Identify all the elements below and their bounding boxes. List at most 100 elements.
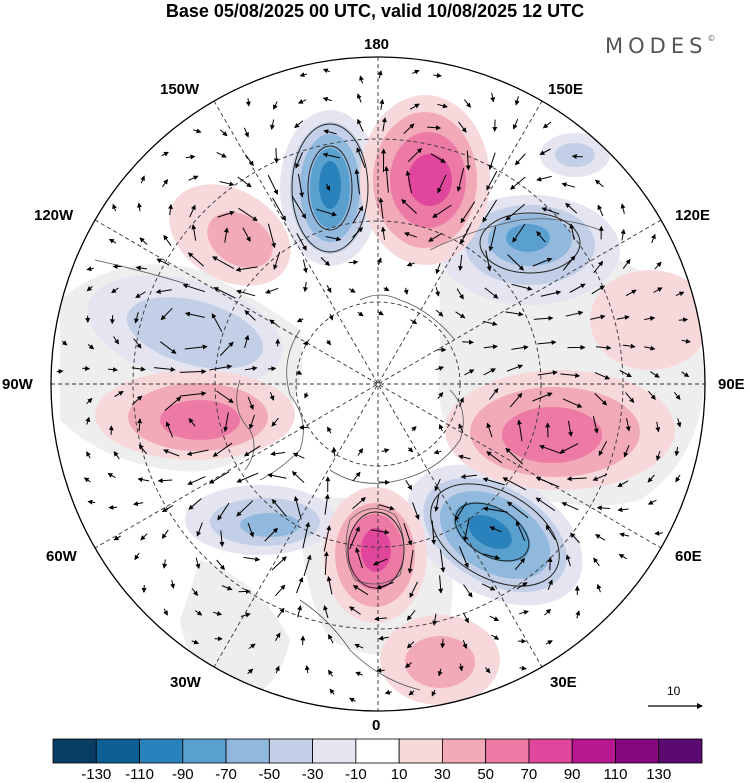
wind-vector xyxy=(506,501,529,519)
ridge-alaska xyxy=(169,184,291,286)
wind-vector xyxy=(542,121,552,129)
wind-vector xyxy=(296,233,307,251)
wind-vector xyxy=(409,581,418,599)
wind-vector xyxy=(302,281,308,293)
wind-vector xyxy=(208,471,230,484)
wind-vector xyxy=(296,317,304,323)
wind-vector xyxy=(430,153,446,163)
wind-vector xyxy=(299,72,308,78)
wind-vector xyxy=(376,581,394,590)
wind-vector xyxy=(432,204,452,218)
wind-vector xyxy=(292,452,305,459)
wind-vector xyxy=(460,474,477,480)
wind-vector xyxy=(462,640,468,649)
wind-vector xyxy=(545,524,556,541)
wind-vector xyxy=(510,176,526,190)
wind-vector xyxy=(541,207,560,215)
wind-vector xyxy=(433,449,442,455)
wind-vector xyxy=(184,311,205,318)
wind-vector xyxy=(489,387,499,400)
wind-vector xyxy=(482,506,508,513)
wind-vector xyxy=(681,371,690,378)
wind-vector xyxy=(134,552,140,561)
wind-vector xyxy=(271,498,287,517)
wind-vector xyxy=(135,265,147,271)
wind-vector xyxy=(376,667,385,673)
wind-vector xyxy=(654,530,663,536)
wind-vector xyxy=(87,344,95,350)
wind-vector xyxy=(140,533,148,541)
wind-vector xyxy=(357,311,364,317)
wind-vector xyxy=(502,477,527,491)
wind-vector xyxy=(271,556,287,571)
wind-vector xyxy=(248,643,256,650)
wind-vector xyxy=(182,283,206,293)
wind-vector xyxy=(404,662,412,669)
wind-vector xyxy=(316,208,337,217)
wind-vector xyxy=(61,340,68,346)
wind-vector xyxy=(617,480,629,488)
ridge-east-asia xyxy=(590,270,705,370)
wind-vectors xyxy=(56,68,691,703)
wind-vector xyxy=(134,312,139,324)
wind-vector xyxy=(505,311,524,317)
coastlines xyxy=(94,218,601,691)
wind-vector xyxy=(455,311,466,319)
wind-vector xyxy=(323,129,337,135)
wind-vector xyxy=(352,471,361,482)
wind-vector xyxy=(56,369,64,375)
wind-vector xyxy=(267,366,277,372)
legend-tick-label: 90 xyxy=(563,766,581,783)
graticule xyxy=(51,57,705,711)
wind-vector xyxy=(83,477,91,483)
wind-vector xyxy=(458,254,463,272)
wind-vector xyxy=(593,557,600,567)
wind-vector xyxy=(370,529,390,535)
wind-vector xyxy=(625,289,637,297)
wind-vector xyxy=(596,583,602,593)
wind-vector xyxy=(559,443,579,454)
wind-vector xyxy=(107,367,119,373)
wind-vector xyxy=(349,526,360,550)
lon-label-0: 0 xyxy=(372,717,381,734)
wind-vector xyxy=(245,98,251,107)
wind-vector xyxy=(456,168,465,192)
wind-vector xyxy=(681,338,691,344)
wind-vector xyxy=(674,446,680,457)
wind-vector xyxy=(294,120,304,129)
wind-vector xyxy=(619,532,630,538)
wind-vector xyxy=(434,478,441,492)
wind-vector xyxy=(406,609,416,621)
wind-vector xyxy=(406,641,415,649)
wind-vector xyxy=(482,553,501,560)
wind-vector xyxy=(86,451,91,459)
ridge-north-atlantic xyxy=(323,487,427,623)
wind-vector xyxy=(302,521,311,549)
wind-vector xyxy=(566,476,587,482)
wind-vector xyxy=(625,392,635,404)
wind-vector xyxy=(191,639,199,645)
wind-vector xyxy=(293,495,302,520)
wind-vector xyxy=(381,117,387,132)
wind-vector xyxy=(458,663,464,672)
wind-vector xyxy=(620,228,626,241)
wind-vector xyxy=(159,341,177,354)
wind-vector xyxy=(108,504,118,510)
legend-tick-label: 130 xyxy=(646,766,672,783)
wind-vector xyxy=(484,287,499,299)
wind-vector xyxy=(647,474,655,483)
wind-vector xyxy=(458,423,464,433)
wind-vector xyxy=(107,472,116,479)
wind-vector xyxy=(322,152,341,159)
wind-vector xyxy=(349,697,356,703)
wind-vector xyxy=(489,615,500,621)
wind-vector xyxy=(209,364,233,371)
wind-vector xyxy=(567,420,573,437)
wind-vector xyxy=(512,223,526,243)
legend-tick-label: 30 xyxy=(434,766,451,783)
wind-vector xyxy=(408,690,415,696)
wind-vector xyxy=(304,664,310,674)
wind-vector xyxy=(598,440,608,457)
ridge-canada xyxy=(95,370,295,460)
legend-tick-label: -110 xyxy=(125,766,154,783)
